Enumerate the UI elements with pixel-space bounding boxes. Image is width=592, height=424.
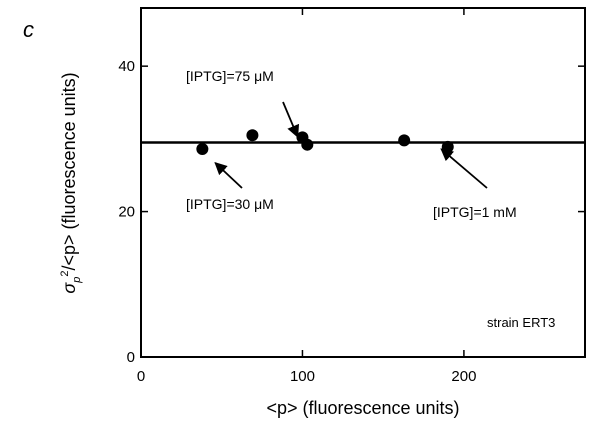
y-axis-sigma: σ <box>59 282 79 294</box>
y-axis-title: σp2/<p> (fluorescence units) <box>59 72 83 293</box>
x-tick-label: 200 <box>451 368 476 385</box>
data-point <box>246 129 259 142</box>
data-point <box>196 143 209 156</box>
y-axis-sigma-sub: p <box>71 277 83 284</box>
annotation-iptg-75: [IPTG]=75 μM <box>186 68 274 84</box>
y-axis-sigma-sup: 2 <box>59 271 71 277</box>
annotation-iptg-1mm: [IPTG]=1 mM <box>433 204 517 220</box>
annotation-arrow <box>282 101 300 138</box>
annotation-iptg-30: [IPTG]=30 μM <box>186 196 274 212</box>
y-tick-label: 20 <box>118 204 135 221</box>
data-point <box>398 134 411 147</box>
annotation-strain: strain ERT3 <box>487 315 555 330</box>
data-point <box>301 138 314 151</box>
x-axis-title: <p> (fluorescence units) <box>266 398 459 418</box>
annotation-arrow <box>214 162 243 189</box>
annotation-arrows <box>214 101 488 189</box>
annotation-arrow <box>440 148 488 189</box>
axis-ticks: 0 100 200 0 20 40 <box>118 8 585 385</box>
y-tick-label: 0 <box>127 349 135 366</box>
panel-label: c <box>23 17 34 42</box>
x-tick-label: 0 <box>137 368 145 385</box>
y-tick-label: 40 <box>118 58 135 75</box>
plot-frame <box>140 7 586 358</box>
y-axis-rest: /<p> (fluorescence units) <box>59 72 79 270</box>
x-tick-label: 100 <box>290 368 315 385</box>
